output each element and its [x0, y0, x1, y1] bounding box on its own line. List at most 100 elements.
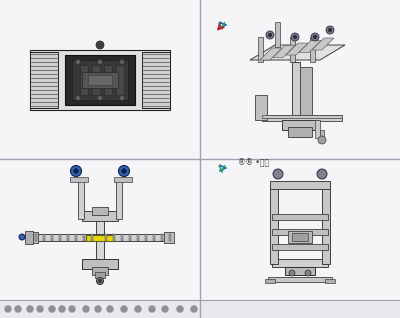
Bar [96, 214, 104, 264]
Bar [82, 259, 118, 269]
Bar [310, 37, 315, 62]
Bar [262, 115, 342, 118]
Bar [262, 115, 342, 121]
Circle shape [70, 165, 82, 176]
Circle shape [98, 59, 102, 65]
Circle shape [311, 33, 319, 41]
Bar [153, 234, 155, 241]
Circle shape [95, 306, 101, 312]
Bar [272, 214, 328, 220]
Circle shape [273, 169, 283, 179]
Bar [30, 52, 58, 108]
Bar [137, 234, 139, 241]
Polygon shape [250, 45, 345, 60]
Circle shape [318, 136, 326, 144]
Bar [78, 179, 84, 219]
Circle shape [120, 95, 124, 100]
Circle shape [69, 306, 75, 312]
Bar [59, 234, 61, 241]
Bar [70, 177, 88, 182]
Bar [75, 234, 77, 241]
Bar [82, 72, 118, 88]
Bar [28, 232, 38, 243]
Bar [322, 184, 330, 264]
Circle shape [96, 41, 104, 49]
Bar [86, 235, 114, 241]
Bar [25, 231, 33, 244]
Bar [275, 22, 280, 47]
Circle shape [294, 36, 296, 38]
Bar [315, 120, 320, 138]
Circle shape [120, 59, 124, 65]
Bar [255, 95, 267, 120]
Bar [268, 277, 332, 282]
Bar [258, 37, 263, 62]
Bar [82, 211, 118, 221]
Bar [290, 37, 295, 62]
Bar [72, 60, 128, 100]
Bar [92, 207, 108, 215]
Bar [142, 52, 170, 108]
Circle shape [74, 169, 78, 173]
Circle shape [98, 280, 102, 282]
Bar [65, 55, 135, 105]
Bar [272, 244, 328, 250]
Circle shape [317, 169, 327, 179]
Bar [292, 233, 308, 241]
Bar [164, 232, 174, 243]
Circle shape [27, 306, 33, 312]
Circle shape [96, 278, 104, 285]
Circle shape [59, 306, 65, 312]
Circle shape [122, 169, 126, 173]
Polygon shape [299, 40, 321, 52]
Bar [114, 177, 132, 182]
Circle shape [121, 306, 127, 312]
Bar [320, 130, 324, 138]
Circle shape [177, 306, 183, 312]
Circle shape [49, 306, 55, 312]
Bar [161, 234, 163, 241]
Bar [32, 234, 102, 241]
Polygon shape [286, 43, 308, 55]
Bar [35, 234, 37, 241]
Bar [288, 231, 312, 243]
Bar [300, 67, 312, 117]
Circle shape [37, 306, 43, 312]
Bar [0, 300, 400, 318]
Bar [169, 234, 171, 241]
Bar [67, 234, 69, 241]
Bar [92, 65, 100, 95]
Bar [129, 234, 131, 241]
Circle shape [98, 95, 102, 100]
Polygon shape [312, 38, 334, 50]
Bar [92, 267, 108, 275]
Circle shape [162, 306, 168, 312]
Circle shape [83, 306, 89, 312]
Text: ®® •左视: ®® •左视 [238, 158, 269, 167]
Circle shape [76, 95, 80, 100]
Polygon shape [260, 48, 282, 60]
Bar [95, 272, 105, 278]
Circle shape [19, 234, 25, 240]
Bar [43, 234, 45, 241]
Circle shape [107, 306, 113, 312]
Bar [105, 234, 107, 241]
Bar [83, 234, 85, 241]
Bar [270, 184, 278, 264]
Circle shape [326, 26, 334, 34]
Bar [325, 279, 335, 283]
Circle shape [135, 306, 141, 312]
Bar [30, 50, 170, 110]
Circle shape [15, 306, 21, 312]
Circle shape [314, 36, 316, 38]
Circle shape [76, 59, 80, 65]
Circle shape [149, 306, 155, 312]
Circle shape [268, 33, 272, 37]
Circle shape [118, 165, 130, 176]
Bar [285, 267, 315, 275]
Bar [265, 279, 275, 283]
Polygon shape [273, 45, 295, 58]
Bar [102, 234, 172, 241]
Bar [51, 234, 53, 241]
Bar [272, 259, 328, 267]
